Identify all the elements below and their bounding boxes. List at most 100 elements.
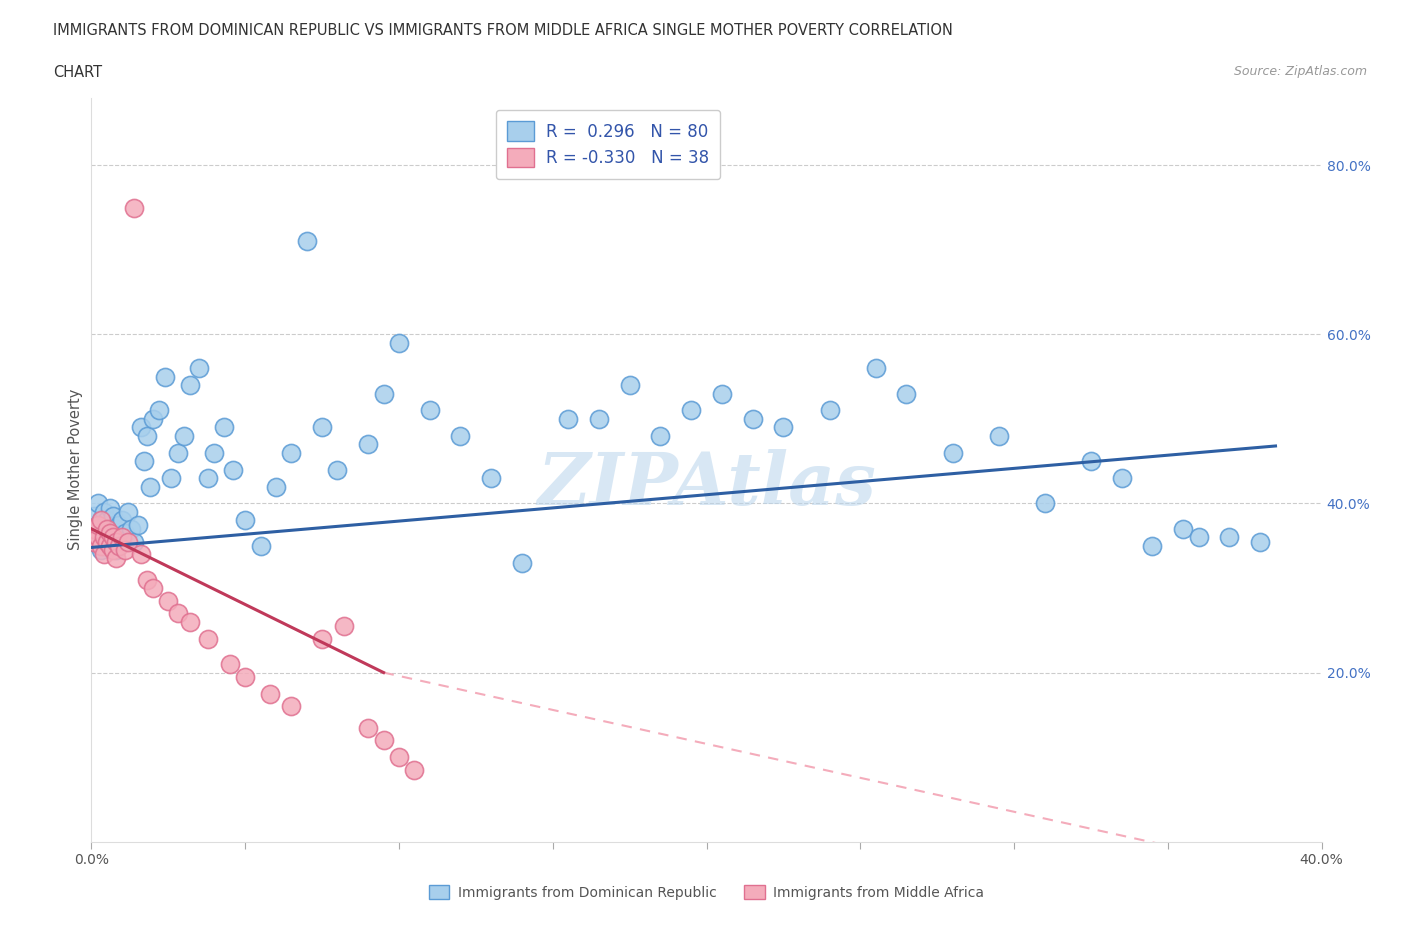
Point — [135, 429, 157, 444]
Point — [1218, 530, 1240, 545]
Point — [741, 411, 763, 426]
Point — [93, 504, 115, 519]
Point — [108, 530, 131, 545]
Point — [710, 386, 733, 401]
Point — [96, 522, 118, 537]
Point — [108, 538, 131, 553]
Point — [166, 606, 188, 621]
Point — [1187, 530, 1209, 545]
Point — [101, 509, 124, 524]
Point — [98, 538, 121, 553]
Point — [179, 615, 201, 630]
Point — [419, 403, 441, 418]
Point — [311, 631, 333, 646]
Point — [101, 530, 124, 545]
Point — [129, 420, 152, 435]
Point — [90, 542, 112, 557]
Point — [326, 462, 349, 477]
Text: ZIPAtlas: ZIPAtlas — [537, 449, 876, 520]
Point — [1080, 454, 1102, 469]
Point — [96, 513, 118, 528]
Point — [96, 534, 118, 549]
Point — [388, 750, 411, 764]
Point — [83, 534, 105, 549]
Point — [157, 593, 180, 608]
Text: CHART: CHART — [53, 65, 103, 80]
Legend: Immigrants from Dominican Republic, Immigrants from Middle Africa: Immigrants from Dominican Republic, Immi… — [423, 880, 990, 906]
Point — [90, 513, 112, 528]
Point — [98, 500, 121, 515]
Point — [188, 361, 211, 376]
Point — [510, 555, 533, 570]
Point — [772, 420, 794, 435]
Point — [108, 517, 131, 532]
Point — [90, 538, 112, 553]
Point — [111, 530, 134, 545]
Point — [117, 534, 139, 549]
Point — [111, 513, 134, 528]
Point — [129, 547, 152, 562]
Point — [105, 522, 127, 537]
Point — [295, 234, 318, 249]
Point — [197, 471, 219, 485]
Point — [160, 471, 183, 485]
Point — [896, 386, 918, 401]
Point — [86, 496, 108, 511]
Point — [373, 733, 395, 748]
Point — [942, 445, 965, 460]
Point — [90, 513, 112, 528]
Point — [179, 378, 201, 392]
Point — [1142, 538, 1164, 553]
Point — [218, 657, 240, 671]
Point — [233, 513, 256, 528]
Point — [114, 542, 136, 557]
Point — [153, 369, 177, 384]
Point — [233, 670, 256, 684]
Point — [357, 437, 380, 452]
Point — [114, 525, 136, 540]
Point — [173, 429, 195, 444]
Point — [105, 542, 127, 557]
Point — [202, 445, 225, 460]
Point — [142, 580, 165, 595]
Point — [86, 530, 108, 545]
Point — [619, 378, 641, 392]
Point — [142, 411, 165, 426]
Point — [280, 699, 302, 714]
Point — [1249, 534, 1271, 549]
Point — [818, 403, 841, 418]
Point — [120, 522, 142, 537]
Point — [90, 525, 112, 540]
Point — [101, 542, 124, 557]
Point — [222, 462, 245, 477]
Point — [311, 420, 333, 435]
Y-axis label: Single Mother Poverty: Single Mother Poverty — [67, 389, 83, 551]
Point — [557, 411, 579, 426]
Point — [101, 530, 124, 545]
Point — [124, 200, 146, 215]
Point — [83, 534, 105, 549]
Point — [588, 411, 610, 426]
Point — [166, 445, 188, 460]
Point — [357, 720, 380, 735]
Point — [86, 530, 108, 545]
Point — [105, 551, 127, 565]
Point — [212, 420, 235, 435]
Point — [98, 525, 121, 540]
Point — [479, 471, 502, 485]
Point — [127, 517, 149, 532]
Point — [259, 686, 281, 701]
Point — [83, 522, 105, 537]
Point — [197, 631, 219, 646]
Point — [264, 479, 287, 494]
Point — [93, 538, 115, 553]
Point — [681, 403, 703, 418]
Text: Source: ZipAtlas.com: Source: ZipAtlas.com — [1233, 65, 1367, 78]
Point — [93, 522, 115, 537]
Point — [132, 454, 155, 469]
Point — [249, 538, 271, 553]
Point — [117, 504, 139, 519]
Point — [105, 534, 127, 549]
Point — [135, 572, 157, 587]
Point — [987, 429, 1010, 444]
